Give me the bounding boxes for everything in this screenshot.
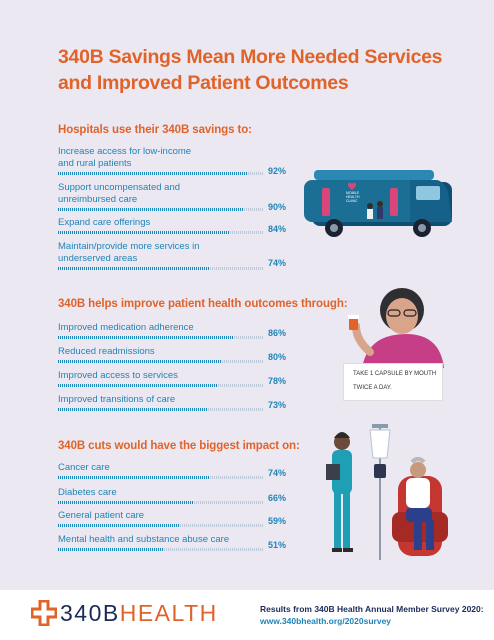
stat-bar (58, 208, 263, 211)
section-heading-savings-uses: Hospitals use their 340B savings to: (58, 124, 252, 136)
stat-label: Support uncompensated and unreimbursed ca… (58, 182, 181, 205)
stat-item: Increase access for low-income and rural … (58, 146, 286, 176)
stat-bar (58, 231, 263, 234)
page-title: 340B Savings Mean More Needed Services a… (58, 44, 458, 96)
stat-label: Improved access to services (58, 370, 178, 381)
stat-percent: 84% (267, 224, 286, 234)
van-sign-line-2: HEALTH (346, 195, 360, 199)
stat-percent: 90% (267, 202, 286, 212)
stat-item: General patient care 59% (58, 510, 286, 527)
stat-bar-fill (58, 360, 222, 363)
source-citation: Results from 340B Health Annual Member S… (260, 604, 484, 614)
stat-percent: 74% (267, 258, 286, 268)
prescription-label: TAKE 1 CAPSULE BY MOUTH TWICE A DAY. (343, 363, 443, 401)
stat-bar-fill (58, 267, 210, 270)
stat-label: Expand care offerings (58, 217, 151, 228)
stat-bar-fill (58, 501, 194, 504)
stat-bar-fill (58, 384, 218, 387)
stat-bar-fill (58, 408, 208, 411)
stat-item: Reduced readmissions 80% (58, 346, 286, 363)
stat-bar-fill (58, 524, 179, 527)
source-url-link[interactable]: www.340bhealth.org/2020survey (260, 616, 392, 626)
footer: 340BHEALTH Results from 340B Health Annu… (0, 590, 494, 640)
stat-item: Maintain/provide more services in underse… (58, 241, 286, 270)
stat-label: Cancer care (58, 462, 110, 473)
stat-bar (58, 408, 263, 411)
section-heading-outcomes: 340B helps improve patient health outcom… (58, 298, 348, 310)
title-line-2: and Improved Patient Outcomes (58, 72, 349, 94)
stat-label: Diabetes care (58, 487, 117, 498)
stat-bar-fill (58, 208, 243, 211)
stat-percent: 51% (267, 540, 286, 550)
stat-bar (58, 524, 263, 527)
stat-percent: 74% (267, 468, 286, 478)
stat-label: Improved transitions of care (58, 394, 176, 405)
stat-percent: 59% (267, 516, 286, 526)
stat-item: Improved transitions of care 73% (58, 394, 286, 411)
stat-percent: 92% (267, 166, 286, 176)
stat-bar-fill (58, 231, 231, 234)
stat-percent: 78% (267, 376, 286, 386)
patient-medication-illustration (348, 288, 444, 368)
stat-bar (58, 384, 263, 387)
stat-item: Diabetes care 66% (58, 487, 286, 504)
stat-bar-fill (58, 172, 247, 175)
stat-bar (58, 360, 263, 363)
van-sign-line-3: CLINIC (346, 199, 358, 203)
340b-health-cross-logo-icon (31, 600, 57, 626)
title-line-1: 340B Savings Mean More Needed Services (58, 46, 443, 68)
stat-bar (58, 501, 263, 504)
stat-bar (58, 476, 263, 479)
stat-bar (58, 548, 263, 551)
van-sign-line-1: MOBILE (346, 191, 360, 195)
infusion-care-illustration (326, 424, 448, 560)
stat-bar-fill (58, 476, 210, 479)
stat-label: Maintain/provide more services in underse… (58, 241, 200, 264)
stat-item: Support uncompensated and unreimbursed ca… (58, 182, 286, 212)
stat-label: Reduced readmissions (58, 346, 155, 357)
stat-percent: 66% (267, 493, 286, 503)
stat-bar-fill (58, 548, 163, 551)
stat-item: Cancer care 74% (58, 462, 286, 479)
mobile-clinic-van-illustration: MOBILE HEALTH CLINIC (304, 170, 452, 237)
brand-logo-wordmark: 340BHEALTH (60, 600, 218, 627)
logo-number: 340B (60, 600, 120, 626)
stat-label: General patient care (58, 510, 145, 521)
prescription-line-1: TAKE 1 CAPSULE BY MOUTH (353, 371, 437, 377)
stat-label: Mental health and substance abuse care (58, 534, 230, 545)
stat-bar (58, 336, 263, 339)
stat-bar-fill (58, 336, 235, 339)
stat-percent: 86% (267, 328, 286, 338)
stat-item: Mental health and substance abuse care 5… (58, 534, 286, 551)
stat-item: Improved access to services 78% (58, 370, 286, 387)
stat-item: Expand care offerings 84% (58, 217, 286, 234)
stat-percent: 73% (267, 400, 286, 410)
stat-label: Increase access for low-income and rural … (58, 146, 192, 169)
stat-percent: 80% (267, 352, 286, 362)
section-heading-cuts-impact: 340B cuts would have the biggest impact … (58, 440, 300, 452)
stat-bar (58, 172, 263, 175)
stat-item: Improved medication adherence 86% (58, 322, 286, 339)
stat-label: Improved medication adherence (58, 322, 194, 333)
stat-bar (58, 267, 263, 270)
logo-word: HEALTH (119, 600, 218, 626)
prescription-line-2: TWICE A DAY. (353, 385, 392, 391)
